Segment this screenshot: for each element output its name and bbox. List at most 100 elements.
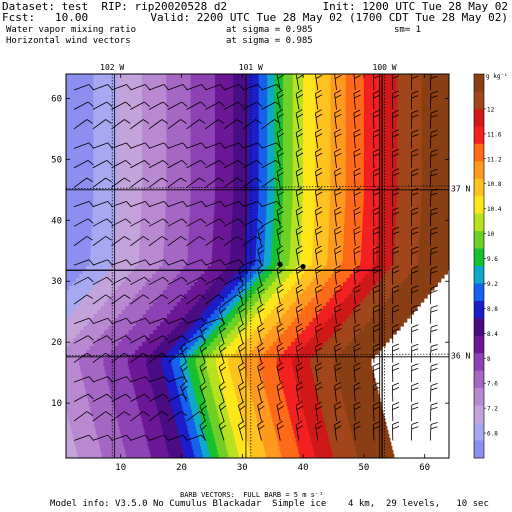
barb-flag bbox=[315, 245, 322, 250]
barb-flag bbox=[295, 109, 303, 114]
barb-shaft bbox=[334, 132, 337, 149]
moisture-band bbox=[379, 134, 398, 139]
moisture-band bbox=[378, 202, 398, 207]
barb-flag bbox=[201, 385, 207, 392]
barb-flag bbox=[87, 335, 94, 341]
barb-shaft bbox=[238, 424, 244, 441]
moisture-band bbox=[379, 114, 398, 119]
moisture-band bbox=[66, 362, 80, 367]
moisture-band bbox=[303, 78, 316, 83]
moisture-band bbox=[123, 442, 149, 447]
moisture-band bbox=[228, 322, 239, 327]
moisture-band bbox=[379, 110, 398, 115]
moisture-band bbox=[214, 86, 234, 91]
moisture-band bbox=[214, 114, 234, 119]
barb-flag bbox=[295, 245, 303, 250]
wind-barb bbox=[353, 265, 361, 285]
wind-barb bbox=[242, 177, 262, 188]
wind-barb bbox=[92, 201, 113, 208]
moisture-band bbox=[214, 158, 234, 163]
moisture-band bbox=[258, 178, 268, 183]
moisture-band bbox=[187, 358, 197, 363]
moisture-band bbox=[66, 74, 94, 79]
barb-flag bbox=[373, 133, 380, 138]
moisture-band bbox=[141, 418, 161, 423]
moisture-band bbox=[223, 350, 236, 355]
wind-barb bbox=[148, 201, 169, 208]
moisture-band bbox=[303, 154, 316, 159]
moisture-band bbox=[292, 150, 304, 155]
moisture-band bbox=[377, 222, 397, 227]
moisture-band bbox=[159, 266, 184, 271]
wind-barb bbox=[372, 168, 380, 188]
moisture-band bbox=[248, 194, 260, 199]
barb-flag bbox=[296, 347, 304, 352]
barb-flag bbox=[238, 342, 245, 348]
moisture-band bbox=[221, 426, 233, 431]
barb-flag bbox=[411, 402, 419, 406]
barb-shaft bbox=[167, 317, 183, 325]
moisture-band bbox=[378, 206, 398, 211]
barb-shaft bbox=[315, 171, 319, 188]
barb-shaft bbox=[429, 151, 432, 168]
barb-flag bbox=[315, 89, 322, 95]
moisture-band bbox=[166, 178, 192, 183]
moisture-band bbox=[265, 226, 274, 231]
moisture-band bbox=[315, 142, 332, 147]
wind-barb bbox=[111, 376, 132, 383]
wind-barb bbox=[429, 305, 438, 324]
moisture-band bbox=[257, 326, 273, 331]
moisture-band bbox=[314, 214, 331, 219]
moisture-band bbox=[379, 118, 398, 123]
wind-barb bbox=[295, 401, 304, 422]
barb-flag bbox=[392, 343, 400, 347]
moisture-band bbox=[135, 350, 154, 355]
barb-shaft bbox=[429, 385, 432, 402]
moisture-band bbox=[262, 282, 273, 287]
moisture-band bbox=[92, 214, 118, 219]
moisture-band bbox=[66, 334, 77, 339]
moisture-band bbox=[117, 110, 143, 115]
wind-barb bbox=[261, 160, 282, 169]
fill-row bbox=[66, 98, 449, 103]
moisture-band bbox=[171, 402, 182, 407]
wind-barb bbox=[73, 411, 94, 422]
moisture-band bbox=[233, 110, 249, 115]
barb-shaft bbox=[353, 327, 356, 344]
wind-barb bbox=[186, 276, 207, 286]
barb-shaft bbox=[261, 142, 277, 149]
moisture-band bbox=[118, 314, 144, 319]
moisture-band bbox=[189, 434, 199, 439]
fill-row bbox=[66, 174, 449, 179]
wind-barb bbox=[148, 335, 169, 344]
moisture-band bbox=[283, 186, 294, 191]
moisture-band bbox=[386, 270, 412, 275]
moisture-band bbox=[132, 382, 152, 387]
moisture-band bbox=[230, 278, 242, 283]
moisture-band bbox=[66, 106, 94, 111]
moisture-band bbox=[216, 358, 229, 363]
moisture-band bbox=[138, 290, 164, 295]
moisture-band bbox=[159, 418, 176, 423]
barb-shaft bbox=[186, 177, 200, 188]
barb-shaft bbox=[148, 218, 164, 227]
moisture-band bbox=[229, 302, 238, 307]
barb-shaft bbox=[276, 288, 281, 305]
barb-shaft bbox=[92, 259, 108, 266]
moisture-band bbox=[330, 86, 347, 91]
moisture-band bbox=[217, 306, 227, 311]
moisture-band bbox=[245, 370, 261, 375]
moisture-band bbox=[246, 238, 258, 243]
barb-shaft bbox=[429, 405, 432, 422]
wind-barb bbox=[411, 265, 419, 285]
longitude-label: 100 W bbox=[373, 63, 397, 72]
moisture-band bbox=[243, 358, 260, 363]
moisture-band bbox=[214, 78, 234, 83]
moisture-band bbox=[281, 230, 292, 235]
moisture-band bbox=[280, 354, 297, 359]
barb-flag bbox=[411, 227, 419, 231]
moisture-band bbox=[233, 174, 249, 179]
moisture-band bbox=[330, 186, 347, 191]
moisture-band bbox=[93, 146, 119, 151]
moisture-band bbox=[233, 338, 247, 343]
